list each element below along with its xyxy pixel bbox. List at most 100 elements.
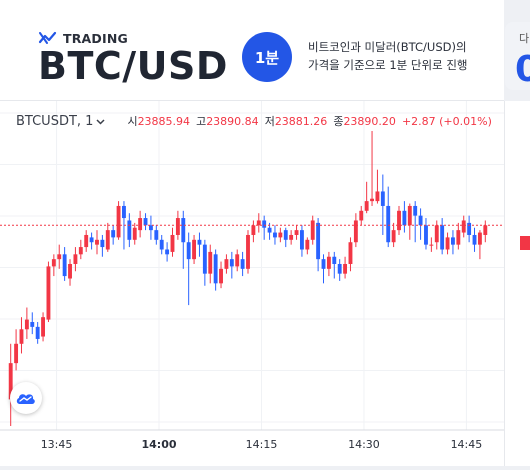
candle-body (84, 234, 89, 248)
candle-body (132, 227, 137, 240)
x-tick-label: 14:00 (142, 438, 177, 451)
trading-panel: TRADING BTC/USD 1분 비트코인과 미달러(BTC/USD)의 가… (0, 0, 504, 466)
candle-body (41, 317, 45, 337)
candle-body (154, 230, 159, 240)
candle-body (364, 201, 369, 211)
candle-body (380, 191, 385, 206)
candle-body (359, 210, 364, 221)
candle-body (62, 254, 67, 277)
candle-body (35, 326, 40, 339)
candle-body (57, 254, 62, 260)
candle-body (89, 237, 94, 243)
candle-body (326, 256, 331, 269)
pair-description: 비트코인과 미달러(BTC/USD)의 가격을 기준으로 1분 단위로 진행 (308, 38, 467, 74)
candle-body (159, 239, 164, 250)
candle-body (407, 205, 412, 226)
candle-body (181, 218, 186, 243)
candle-body (240, 259, 245, 269)
candle-body (456, 230, 461, 245)
candle-body (14, 343, 19, 364)
x-tick-label: 13:45 (41, 438, 73, 451)
candle-body (122, 205, 126, 219)
high-value: 23890.84 (206, 114, 259, 128)
candle-body (19, 329, 24, 344)
candle-body (477, 232, 482, 245)
candle-body (256, 220, 261, 226)
candle-body (434, 225, 439, 243)
candle-body (68, 263, 72, 279)
candle-body (192, 239, 197, 260)
candle-body (343, 263, 348, 274)
candle-body (467, 222, 472, 235)
tradingview-watermark[interactable] (10, 382, 42, 414)
candle-body (353, 220, 358, 243)
description-line-1: 비트코인과 미달러(BTC/USD)의 (308, 40, 467, 54)
candle-body (370, 198, 374, 202)
high-label: 고 (196, 115, 207, 128)
candle-body (418, 215, 423, 226)
candlestick-chart[interactable]: 13:45 14:00 14:15 14:30 14:45 (0, 101, 504, 466)
candle-body (251, 225, 256, 235)
candle-body (30, 322, 35, 327)
open-label: 시 (127, 115, 138, 128)
candle-body (461, 220, 466, 233)
candle-body (429, 244, 434, 246)
candle-body (267, 227, 272, 233)
candle-body (111, 230, 116, 238)
candle-body (278, 232, 283, 238)
chevron-down-icon[interactable] (96, 114, 105, 128)
candle-body (445, 237, 450, 250)
symbol-selector[interactable]: BTCUSDT, 1 (16, 113, 94, 129)
side-card-label: 다 (519, 32, 530, 45)
chart-area[interactable]: 13:45 14:00 14:15 14:30 14:45 (0, 101, 504, 466)
candle-body (332, 256, 337, 264)
cloud-chart-icon (16, 394, 35, 404)
candle-body (73, 254, 78, 264)
candle-body (105, 230, 110, 250)
candle-body (8, 363, 13, 400)
candle-body (483, 225, 488, 235)
candle-body (316, 222, 321, 260)
trading-logo-icon (38, 31, 57, 44)
candle-body (175, 218, 180, 235)
candle-body (224, 259, 229, 269)
candle-body (208, 251, 213, 274)
candle-body (375, 191, 380, 202)
interval-badge: 1분 (242, 32, 292, 82)
candle-body (424, 225, 428, 245)
candle-body (127, 220, 132, 240)
candle-body (397, 210, 401, 231)
candle-body (138, 218, 143, 231)
candle-body (170, 234, 175, 252)
candle-body (202, 244, 207, 274)
low-value: 23881.26 (274, 114, 328, 128)
candle-body (402, 210, 407, 226)
candle-body (229, 259, 234, 267)
candle-body (219, 268, 223, 284)
pair-title: BTC/USD (38, 44, 228, 88)
candle-body (294, 230, 299, 235)
candle-body (116, 205, 121, 238)
candle-body (299, 230, 304, 250)
candle-body (451, 237, 455, 245)
candle-body (310, 220, 315, 240)
candle-body (440, 225, 445, 250)
brand-text: TRADING (63, 30, 128, 46)
candle-body (386, 205, 391, 243)
candle-body (51, 259, 56, 267)
side-card[interactable]: 다 0 (505, 22, 530, 90)
candle-body (472, 234, 477, 245)
close-label: 종 (333, 115, 344, 128)
candle-body (391, 230, 396, 243)
candle-body (273, 232, 277, 238)
candle-body (197, 239, 202, 245)
close-value: 23890.20 (343, 114, 396, 128)
side-card-value: 0 (515, 49, 530, 90)
candle-body (95, 239, 99, 245)
open-value: 23885.94 (137, 114, 191, 128)
candle-body (246, 234, 250, 269)
low-label: 저 (264, 115, 275, 128)
candle-body (100, 239, 105, 248)
price-scale[interactable] (504, 101, 530, 466)
candle-body (148, 225, 153, 231)
